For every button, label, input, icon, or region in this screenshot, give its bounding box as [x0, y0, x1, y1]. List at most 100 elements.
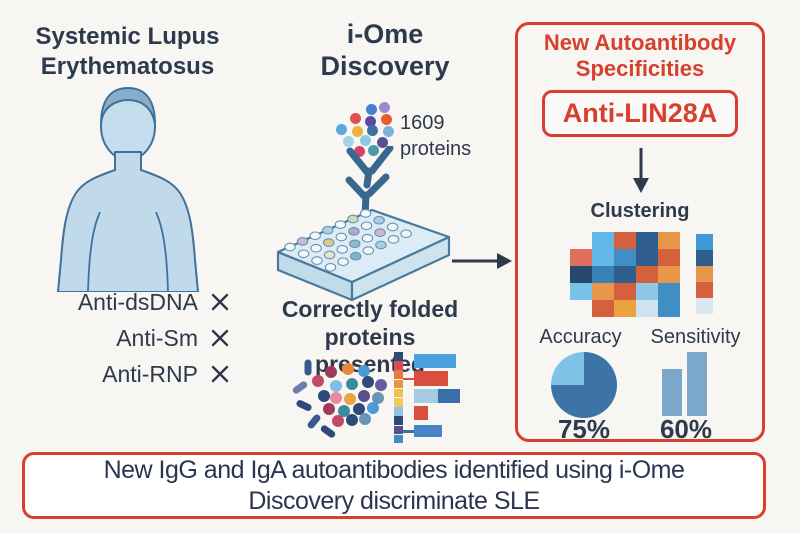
heatmap-cell: [658, 300, 680, 317]
dot: [312, 375, 324, 387]
dot: [318, 390, 330, 402]
iome-title-line1: i-Ome: [346, 19, 424, 49]
sequence-bar: [414, 354, 456, 368]
list-item: Anti-dsDNA: [30, 286, 230, 318]
heatmap-cell: [592, 232, 614, 249]
dot: [344, 393, 356, 405]
dot: [367, 125, 378, 136]
heatmap-cell: [614, 300, 636, 317]
sequence-square: [394, 361, 403, 370]
dot: [367, 402, 379, 414]
protein-count-label: proteins: [400, 138, 472, 160]
chip-caption: Correctly folded proteins presented: [275, 296, 465, 379]
list-item: Anti-RNP: [30, 358, 230, 390]
dot: [353, 403, 365, 415]
heatmap-cell: [570, 266, 592, 283]
heatmap-strip-cell: [696, 234, 713, 250]
sequence-square: [394, 434, 403, 444]
heatmap-cell: [614, 266, 636, 283]
sequence-bar: [414, 389, 438, 403]
protein-dot-cluster-icon: [332, 95, 394, 157]
clustering-heatmap: [570, 232, 702, 317]
dot: [343, 136, 354, 147]
dot: [365, 116, 376, 127]
heatmap-cell: [570, 249, 592, 266]
iome-title-line2: Discovery: [320, 51, 450, 82]
clustering-label: Clustering: [590, 200, 690, 222]
dot: [352, 126, 363, 137]
sequence-square: [394, 425, 403, 435]
sensitivity-bars: [662, 350, 712, 416]
sequence-square: [394, 379, 403, 389]
heatmap-cell: [614, 232, 636, 249]
sequence-square: [394, 407, 403, 416]
conclusion-banner: New IgG and IgA autoantibodies identifie…: [22, 452, 766, 519]
heatmap-cell: [592, 249, 614, 266]
panel-title-line2: Specificities: [575, 56, 705, 82]
accuracy-pie: [551, 352, 617, 418]
dot: [383, 126, 394, 137]
protein-count: 1609 proteins: [400, 110, 471, 162]
x-mark-icon: [211, 329, 229, 347]
down-arrow-icon: [633, 148, 649, 193]
chip-caption-line1: Correctly folded: [281, 296, 459, 322]
dot: [377, 137, 388, 148]
panel-title-line1: New Autoantibody: [543, 30, 737, 55]
anti-lin28a-badge: Anti-LIN28A: [542, 90, 738, 137]
dot: [359, 413, 371, 425]
sle-title-line2: Erythematosus: [40, 53, 215, 80]
dot: [358, 390, 370, 402]
dot: [342, 363, 354, 375]
patient-figure-icon: [57, 87, 199, 292]
marker-label: Anti-RNP: [102, 360, 198, 387]
protein-map-scatter-icon: [290, 358, 390, 439]
heatmap-strip-cell: [696, 266, 713, 282]
anti-lin28a-label: Anti-LIN28A: [562, 98, 718, 128]
dot: [330, 380, 342, 392]
heatmap-cell: [570, 283, 592, 300]
heatmap-strip-cell: [696, 282, 713, 298]
sequence-square: [394, 388, 403, 398]
dot: [368, 145, 379, 156]
sequence-square: [394, 416, 403, 425]
x-mark-icon: [211, 365, 229, 383]
sensitivity-label: Sensitivity: [650, 326, 741, 348]
heatmap-cell: [636, 232, 658, 249]
dot: [375, 379, 387, 391]
sle-title: Systemic Lupus Erythematosus: [20, 22, 235, 82]
dot: [362, 376, 374, 388]
clustering-heatmap-strip: [696, 234, 713, 314]
heatmap-cell: [658, 283, 680, 300]
sequence-bar: [414, 371, 448, 386]
pill: [306, 413, 322, 430]
pill: [291, 380, 309, 395]
protein-count-number: 1609: [400, 112, 445, 134]
chip-wells: [284, 209, 412, 272]
pill: [295, 398, 313, 413]
chip-caption-line2: proteins presented: [315, 323, 425, 378]
heatmap-cell: [658, 232, 680, 249]
iome-title: i-Ome Discovery: [300, 18, 470, 83]
panel-title: New Autoantibody Specificities: [515, 30, 765, 83]
negative-antibody-list: Anti-dsDNA Anti-Sm Anti-RNP: [30, 286, 230, 394]
sequence-square: [394, 370, 403, 379]
dot: [372, 392, 384, 404]
heatmap-cell: [592, 266, 614, 283]
heatmap-cell: [592, 283, 614, 300]
accuracy-value: 75%: [557, 414, 611, 444]
sequence-square: [394, 398, 403, 407]
heatmap-cell: [636, 283, 658, 300]
heatmap-cell: [658, 249, 680, 266]
dot: [366, 104, 377, 115]
dot: [330, 392, 342, 404]
right-arrow-icon: [452, 253, 512, 269]
dot: [379, 102, 390, 113]
dot: [332, 415, 344, 427]
dot: [358, 365, 370, 377]
dot: [325, 366, 337, 378]
sequence-connector: [403, 377, 414, 380]
sequence-bar: [438, 389, 460, 403]
heatmap-cell: [636, 266, 658, 283]
list-item: Anti-Sm: [30, 322, 230, 354]
